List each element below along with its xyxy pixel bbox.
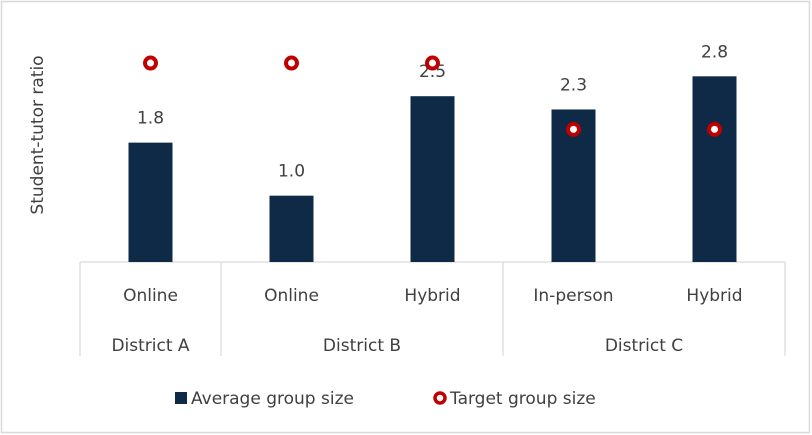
group-label: District B bbox=[323, 336, 401, 356]
data-label: 1.8 bbox=[137, 109, 164, 129]
x-tick-label: Online bbox=[123, 286, 178, 306]
legend-swatch bbox=[175, 392, 187, 404]
data-label: 1.0 bbox=[278, 162, 305, 182]
group-label: District A bbox=[111, 336, 189, 356]
bar bbox=[692, 76, 737, 262]
bar bbox=[128, 142, 173, 262]
x-tick-label: Online bbox=[264, 286, 319, 306]
target-marker bbox=[284, 55, 299, 71]
group-label: District C bbox=[605, 336, 683, 356]
legend-label: Average group size bbox=[191, 389, 354, 409]
bar bbox=[269, 195, 314, 262]
data-label: 2.3 bbox=[560, 75, 587, 95]
y-axis-label: Student-tutor ratio bbox=[28, 55, 48, 214]
data-label: 2.8 bbox=[701, 42, 728, 62]
bar bbox=[410, 96, 455, 262]
x-tick-label: Hybrid bbox=[404, 286, 460, 306]
x-tick-label: Hybrid bbox=[686, 286, 742, 306]
x-tick-label: In-person bbox=[533, 286, 613, 306]
data-label: 2.5 bbox=[419, 62, 446, 82]
legend-label: Target group size bbox=[449, 389, 596, 409]
target-marker bbox=[143, 55, 158, 71]
target-marker bbox=[707, 121, 722, 137]
legend-swatch bbox=[433, 391, 447, 405]
target-marker bbox=[566, 121, 581, 137]
target-marker bbox=[425, 55, 440, 71]
